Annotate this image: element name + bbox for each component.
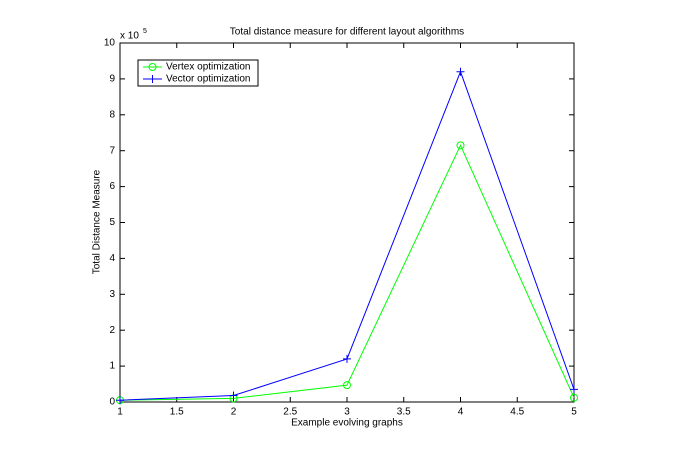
point-marker xyxy=(570,393,578,402)
x-tick-label: 1 xyxy=(117,407,123,418)
y-tick-label: 3 xyxy=(109,289,115,300)
plot-frame xyxy=(119,42,575,403)
y-tick-label: 1 xyxy=(109,361,115,372)
point-marker xyxy=(456,67,465,76)
legend-marker xyxy=(148,63,157,71)
series-line xyxy=(119,144,575,401)
y-tick-label: 0 xyxy=(109,397,115,408)
legend-label: Vector optimization xyxy=(166,74,251,85)
y-multiplier: x 10 xyxy=(120,31,139,42)
x-axis-label: Example evolving graphs xyxy=(291,418,403,429)
y-tick-label: 8 xyxy=(109,109,115,120)
legend-box xyxy=(137,59,259,87)
point-marker xyxy=(116,396,124,405)
y-tick-label: 9 xyxy=(109,74,115,85)
point-marker xyxy=(343,354,351,363)
y-multiplier-exponent: 5 xyxy=(143,28,147,35)
point-marker xyxy=(570,385,578,394)
x-tick-label: 1.5 xyxy=(170,407,184,418)
x-tick-label: 3 xyxy=(344,407,350,418)
y-tick-label: 2 xyxy=(109,325,115,336)
x-tick-label: 3.5 xyxy=(397,407,411,418)
chart-title: Total distance measure for different lay… xyxy=(230,27,464,38)
y-tick-label: 5 xyxy=(109,217,115,228)
point-marker xyxy=(456,141,465,150)
x-tick-label: 5 xyxy=(571,407,577,418)
y-tick-label: 10 xyxy=(104,38,116,49)
legend-label: Vertex optimization xyxy=(166,62,251,73)
legend-marker xyxy=(148,75,157,83)
point-marker xyxy=(343,381,351,390)
x-tick-label: 4 xyxy=(458,407,464,418)
x-tick-label: 2.5 xyxy=(283,407,297,418)
y-tick-label: 7 xyxy=(109,145,115,156)
point-marker xyxy=(229,391,238,400)
x-tick-label: 4.5 xyxy=(510,407,524,418)
y-axis-label: Total Distance Measure xyxy=(92,169,103,274)
y-tick-label: 6 xyxy=(109,181,115,192)
y-tick-label: 4 xyxy=(109,253,115,264)
x-tick-label: 2 xyxy=(231,407,237,418)
